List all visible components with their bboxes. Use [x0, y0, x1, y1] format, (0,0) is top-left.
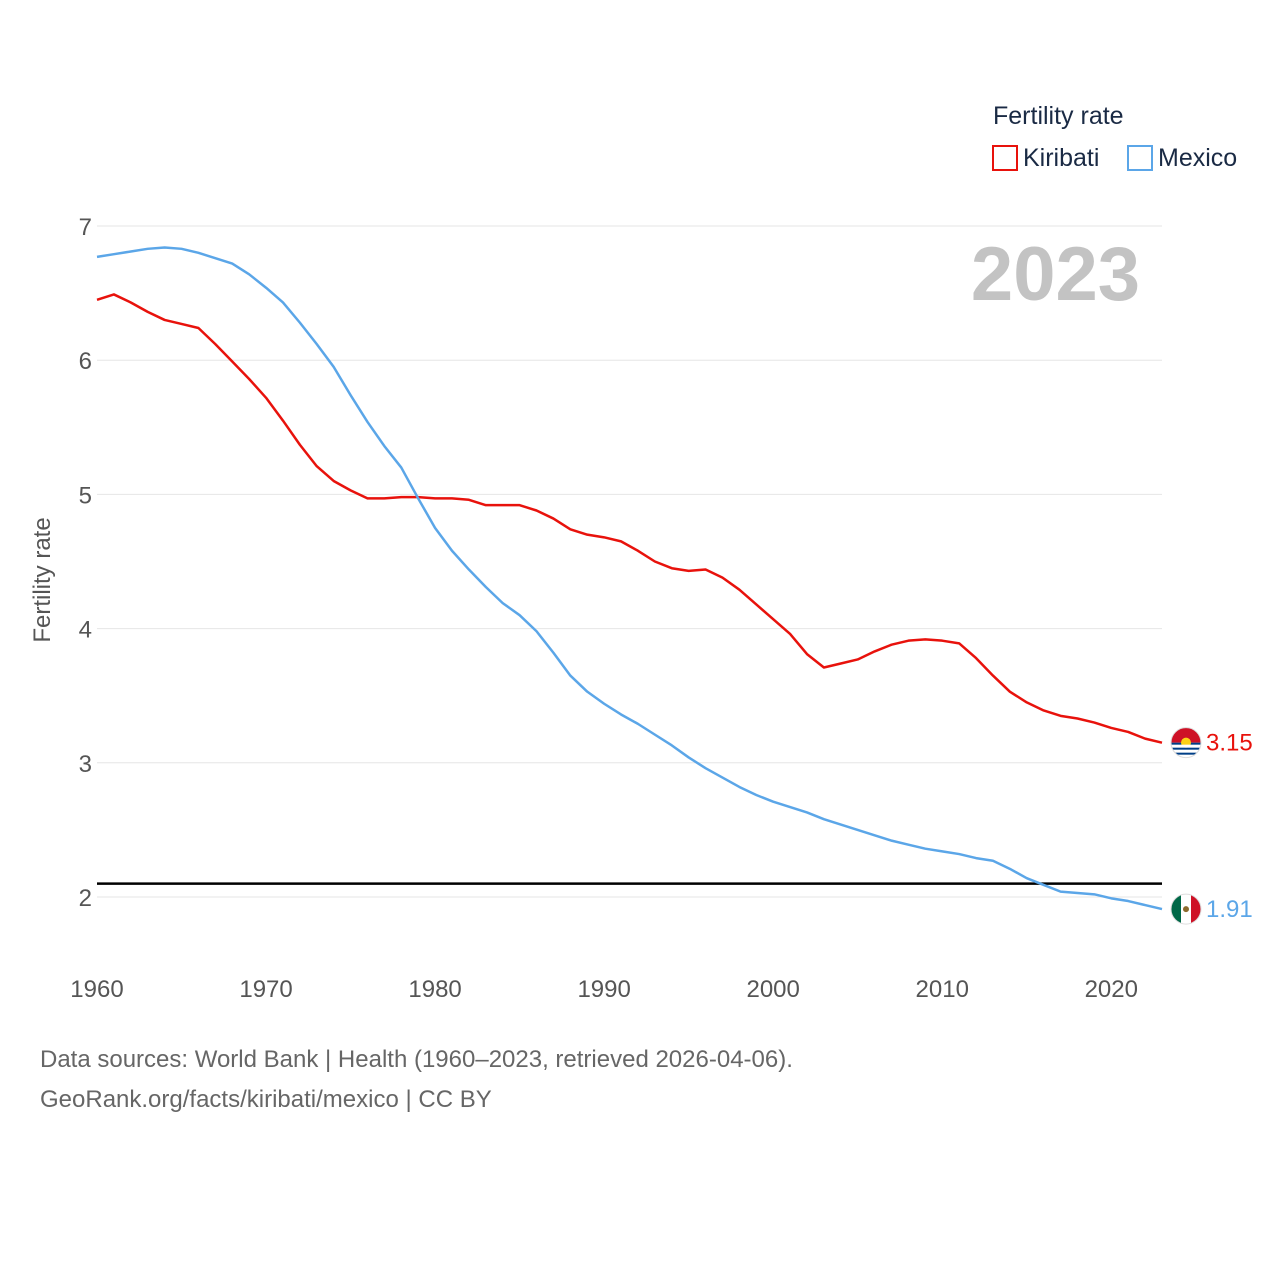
- x-tick-label-1980: 1980: [408, 976, 461, 1003]
- y-axis-ticks: 2 3 4 5 6 7: [79, 214, 92, 912]
- series-lines: [96, 246, 1163, 911]
- legend-item-mexico[interactable]: Mexico: [1127, 144, 1237, 172]
- y-tick-label-4: 4: [79, 617, 92, 644]
- x-tick-label-1990: 1990: [577, 976, 630, 1003]
- legend-swatch-kiribati: [992, 145, 1018, 171]
- x-tick-label-1960: 1960: [70, 976, 123, 1003]
- source-link[interactable]: GeoRank.org/facts/kiribati/mexico | CC B…: [40, 1086, 492, 1113]
- series-end-markers: 3.15 1.91: [1170, 727, 1253, 925]
- series-line-mexico[interactable]: [96, 246, 1163, 911]
- x-tick-label-2000: 2000: [746, 976, 799, 1003]
- legend-label-mexico: Mexico: [1158, 144, 1237, 172]
- legend-title: Fertility rate: [993, 102, 1124, 130]
- y-tick-label-5: 5: [79, 482, 92, 509]
- kiribati-flag-icon: [1170, 727, 1202, 759]
- legend-item-kiribati[interactable]: Kiribati: [992, 144, 1099, 172]
- y-tick-label-3: 3: [79, 751, 92, 778]
- x-tick-label-2020: 2020: [1085, 976, 1138, 1003]
- y-tick-label-6: 6: [79, 348, 92, 375]
- x-tick-label-2010: 2010: [916, 976, 969, 1003]
- mexico-flag-icon: [1170, 893, 1202, 925]
- x-axis-ticks: 1960 1970 1980 1990 2000 2010 2020: [70, 976, 1138, 1003]
- gridlines: [97, 225, 1162, 898]
- current-year-label: 2023: [971, 232, 1140, 317]
- y-tick-label-7: 7: [79, 214, 92, 241]
- legend: Fertility rate Kiribati Mexico: [992, 102, 1237, 172]
- y-tick-label-2: 2: [79, 885, 92, 912]
- end-value-label-mexico: 1.91: [1206, 896, 1253, 923]
- legend-label-kiribati: Kiribati: [1023, 144, 1099, 172]
- data-sources-text: Data sources: World Bank | Health (1960–…: [40, 1046, 793, 1073]
- x-tick-label-1970: 1970: [239, 976, 292, 1003]
- end-value-label-kiribati: 3.15: [1206, 730, 1253, 757]
- footer: Data sources: World Bank | Health (1960–…: [40, 1040, 793, 1120]
- y-axis-title: Fertility rate: [29, 517, 56, 642]
- legend-swatch-mexico: [1127, 145, 1153, 171]
- series-line-kiribati[interactable]: [96, 293, 1163, 744]
